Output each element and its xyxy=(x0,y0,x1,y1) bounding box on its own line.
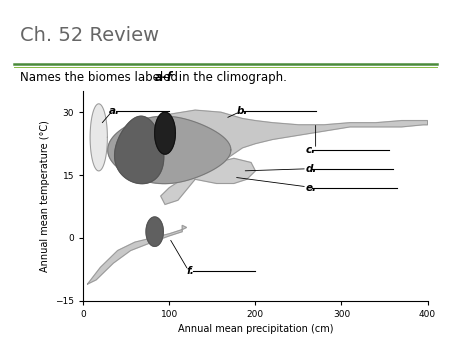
Polygon shape xyxy=(148,110,428,177)
Text: Names the biomes labeled: Names the biomes labeled xyxy=(20,71,182,84)
Polygon shape xyxy=(146,217,163,246)
Text: in the climograph.: in the climograph. xyxy=(175,71,287,84)
Text: e.: e. xyxy=(305,183,316,193)
Text: d.: d. xyxy=(305,164,317,174)
Polygon shape xyxy=(108,116,231,184)
Polygon shape xyxy=(88,225,186,284)
Polygon shape xyxy=(155,112,176,154)
Y-axis label: Annual mean temperature (°C): Annual mean temperature (°C) xyxy=(40,120,50,272)
X-axis label: Annual mean precipitation (cm): Annual mean precipitation (cm) xyxy=(178,324,333,334)
Text: a-f: a-f xyxy=(154,71,172,84)
Text: b.: b. xyxy=(236,106,248,116)
Text: a.: a. xyxy=(109,106,120,116)
Text: f.: f. xyxy=(186,266,194,276)
Polygon shape xyxy=(90,104,108,171)
Text: Ch. 52 Review: Ch. 52 Review xyxy=(20,26,159,45)
Polygon shape xyxy=(161,158,256,204)
Text: c.: c. xyxy=(305,145,315,155)
Polygon shape xyxy=(115,116,164,184)
